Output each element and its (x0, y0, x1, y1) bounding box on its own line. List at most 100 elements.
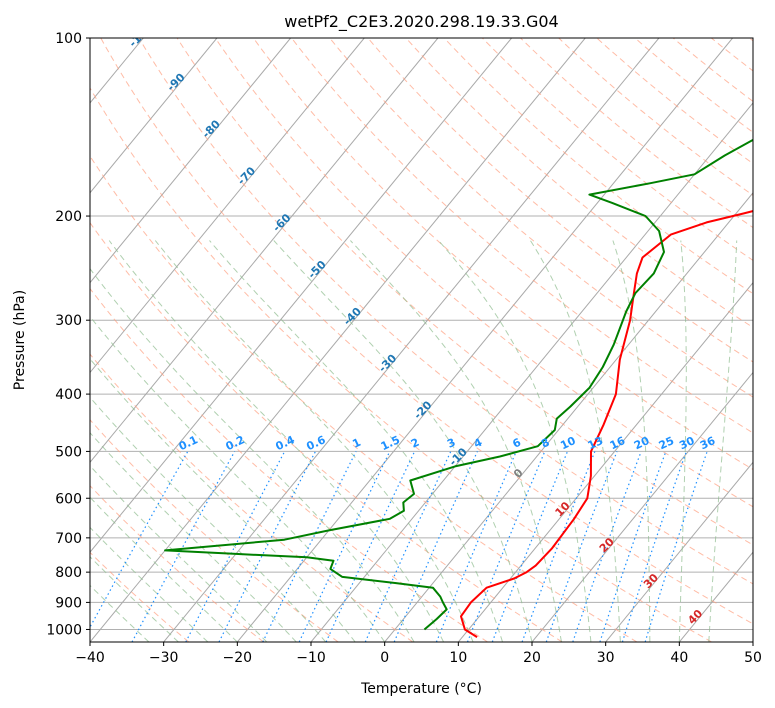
dry-adiabat-label: -60 (270, 211, 293, 234)
dry-adiabat-line (443, 38, 753, 295)
moist-adiabat-line (678, 240, 687, 642)
y-tick-label: 500 (55, 444, 82, 460)
mixing-ratio-line (435, 451, 517, 642)
x-axis-title: Temperature (°C) (360, 681, 482, 697)
isobar-grid (90, 38, 753, 630)
isotherm-line (90, 38, 586, 642)
moist-adiabat-line (108, 240, 445, 642)
isotherm-line (752, 641, 753, 642)
y-tick-label: 600 (55, 491, 82, 507)
chart-title: wetPf2_C2E3.2020.298.19.33.G04 (284, 12, 558, 32)
dry-adiabat-line (672, 38, 753, 103)
dry-adiabat-line (329, 38, 753, 398)
mixing-ratio-label: 30 (677, 434, 697, 452)
mixing-ratio-label: 0.6 (304, 433, 327, 453)
mixing-ratio-label: 20 (632, 434, 652, 452)
dry-adiabat-line (90, 87, 712, 642)
temperature-profile-line (460, 210, 753, 638)
mixing-ratio-label: 8 (539, 436, 551, 451)
y-axis-title: Pressure (hPa) (12, 290, 28, 390)
dry-adiabat-line (90, 221, 563, 642)
mixing-ratio-label: 0.2 (224, 433, 247, 453)
dry-adiabat-line (558, 38, 753, 196)
isotherm-label: 30 (641, 571, 661, 591)
y-tick-label: 200 (55, 209, 82, 225)
mixing-ratio-label: 6 (511, 436, 524, 451)
moist-adiabat-line (529, 240, 621, 642)
isotherm-line (90, 38, 512, 553)
isotherm-line (384, 192, 753, 642)
moist-adiabats (90, 240, 738, 642)
dry-adiabat-label: -20 (411, 398, 434, 421)
dry-adiabat-line (138, 38, 753, 585)
x-tick-label: −40 (75, 650, 105, 666)
x-tick-label: 10 (449, 650, 467, 666)
mixing-ratio-label: 10 (558, 434, 578, 452)
isotherm-line (90, 38, 291, 284)
dry-adiabat-line (176, 38, 753, 546)
moist-adiabat-line (154, 240, 474, 642)
dry-adiabat-label: -70 (235, 164, 258, 187)
isotherm-label: 0 (511, 466, 526, 481)
dry-adiabat-line (90, 419, 339, 642)
dry-adiabat-line (90, 551, 190, 642)
isotherm-line (310, 102, 753, 642)
isotherm-line (605, 461, 753, 642)
isotherm-grid (0, 38, 753, 642)
dry-adiabat-label: -40 (341, 305, 364, 328)
isotherm-line (90, 38, 365, 374)
mixing-ratio-line (131, 451, 236, 642)
isotherm-line (457, 281, 753, 642)
moist-adiabat-line (90, 396, 327, 642)
isotherm-line (236, 38, 733, 642)
dry-adiabat-line (90, 287, 488, 642)
isotherm-line (90, 38, 439, 464)
mixing-ratio-line (364, 451, 452, 642)
isotherm-line (0, 38, 70, 642)
mixing-ratio-line (90, 451, 189, 629)
mixing-ratio-lines (90, 451, 708, 642)
mixing-ratio-label: 13 (586, 434, 605, 452)
moist-adiabat-line (438, 240, 592, 642)
isotherm-line (531, 371, 753, 642)
moist-adiabat-line (209, 240, 503, 642)
dry-adiabat-line (710, 38, 753, 72)
x-tick-label: −20 (223, 650, 253, 666)
isotherm-line (90, 38, 218, 194)
dry-adiabat-label: -100 (126, 21, 155, 50)
x-tick-label: −30 (149, 650, 179, 666)
x-tick-label: 20 (523, 650, 541, 666)
dry-adiabat-line (214, 38, 753, 508)
mixing-ratio-label: 1 (350, 436, 362, 451)
dry-adiabat-line (367, 38, 753, 363)
mixing-ratio-label: 4 (472, 436, 485, 451)
x-tick-label: 0 (380, 650, 389, 666)
y-tick-label: 900 (55, 595, 82, 611)
mixing-ratio-label: 2 (409, 436, 421, 451)
mixing-ratio-line (298, 451, 391, 642)
x-axis-ticks: −40 −30 −20 −10 0 10 20 30 40 50 (75, 642, 762, 666)
mixing-ratio-label: 0.4 (274, 433, 297, 453)
dewpoint-profile-line (164, 138, 753, 631)
y-tick-label: 100 (55, 31, 82, 47)
moist-adiabat-line (273, 240, 533, 642)
moist-adiabat-line (90, 315, 386, 642)
mixing-ratio-line (262, 451, 357, 642)
mixing-ratio-line (621, 451, 687, 642)
isotherm-label: 40 (685, 607, 705, 627)
mixing-ratio-label: 25 (657, 434, 676, 452)
plot-frame (89, 37, 754, 643)
moist-adiabat-line (708, 240, 738, 642)
dry-adiabat-label: -30 (376, 351, 399, 374)
profile-series (164, 138, 753, 638)
dry-adiabat-label: -90 (164, 70, 187, 93)
mixing-ratio-line (218, 451, 317, 642)
x-tick-label: 30 (597, 650, 615, 666)
y-tick-label: 700 (55, 531, 82, 547)
moist-adiabat-line (90, 432, 297, 642)
mixing-ratio-label: 0.1 (177, 433, 200, 453)
mixing-ratio-line (393, 451, 478, 642)
y-axis-ticks: 100 200 300 400 500 600 700 800 900 1000 (46, 31, 90, 638)
dry-adiabat-line (90, 485, 264, 642)
